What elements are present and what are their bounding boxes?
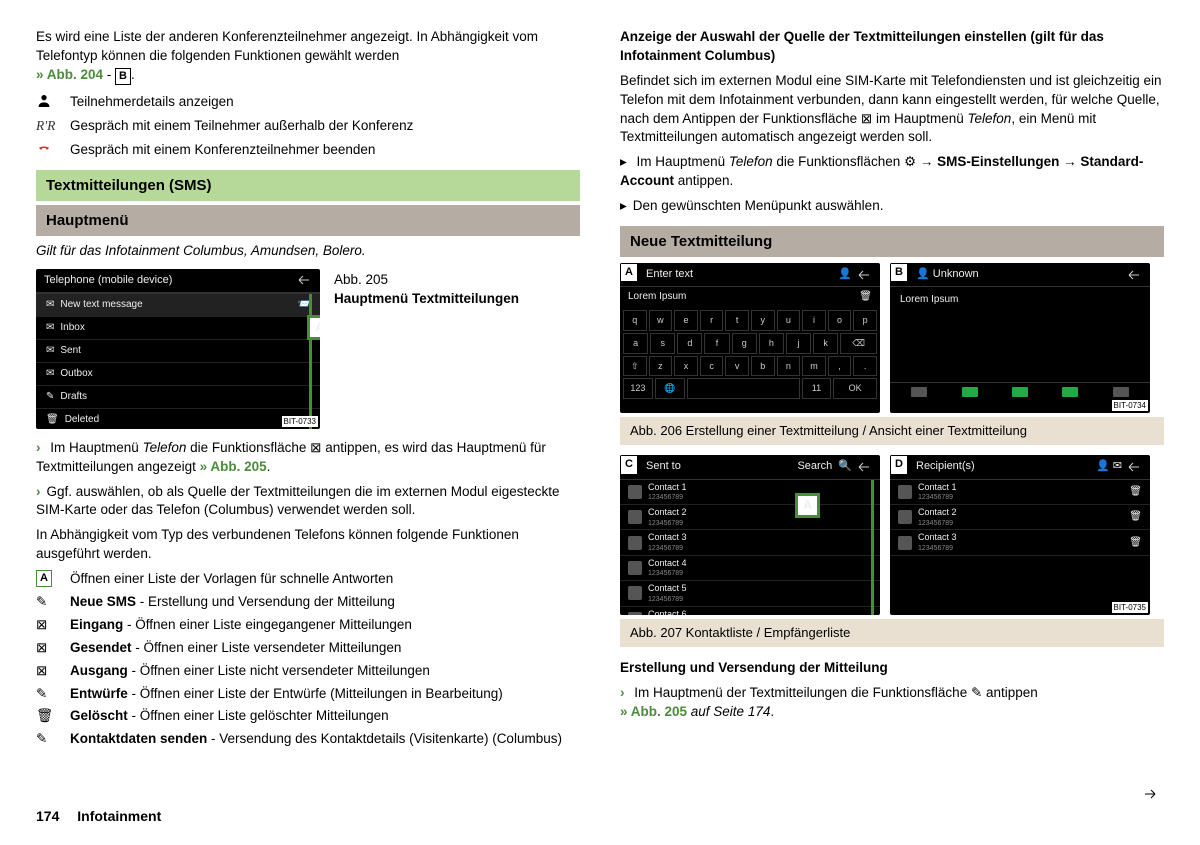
section-new-msg: Neue Textmitteilung <box>620 226 1164 257</box>
keyboard: qwertyuiop asdfghjk⌫ ⇧zxcvbnm,. 123🌐 11O… <box>620 307 880 401</box>
page-footer: 174 Infotainment <box>36 807 161 827</box>
outbox-icon: ⊠ <box>36 662 70 681</box>
step-1: Im Hauptmenü Telefon die Funktionsfläche… <box>36 439 580 477</box>
right-column: Anzeige der Auswahl der Quelle der Textm… <box>620 28 1164 825</box>
person-icon <box>36 93 70 112</box>
callout-A: A <box>307 315 320 340</box>
edit-icon: ✎ <box>36 593 70 612</box>
step-2: Ggf. auswählen, ob als Quelle der Textmi… <box>36 483 580 521</box>
fig206-A: A Enter text 👤 Lorem Ipsum🗑 qwertyuiop a… <box>620 263 880 413</box>
inbox-icon: ⊠ <box>36 616 70 635</box>
section-sms: Textmitteilungen (SMS) <box>36 170 580 201</box>
vcard-icon: ✎ <box>36 730 70 749</box>
fig205-screenshot: Telephone (mobile device) ✉New text mess… <box>36 269 320 429</box>
tail-step: Im Hauptmenü der Textmitteilungen die Fu… <box>620 684 1164 722</box>
ref-abb204: » Abb. 204 <box>36 67 103 82</box>
applies-to: Gilt für das Infotainment Columbus, Amun… <box>36 242 580 261</box>
continue-arrow-icon <box>1144 786 1158 805</box>
tail-heading: Erstellung und Versendung der Mitteilung <box>620 659 1164 678</box>
callout-A-207: A <box>795 493 820 518</box>
depends-on: In Abhängigkeit vom Typ des verbundenen … <box>36 526 580 564</box>
right-b2: Den gewünschten Menüpunkt auswählen. <box>620 197 1164 216</box>
preview-row <box>890 382 1150 401</box>
left-column: Es wird eine Liste der anderen Konferenz… <box>36 28 580 825</box>
section-hauptmenu: Hauptmenü <box>36 205 580 236</box>
right-h1: Anzeige der Auswahl der Quelle der Textm… <box>620 28 1164 66</box>
trash-icon: 🗑 <box>36 707 70 726</box>
footer-section: Infotainment <box>77 808 161 824</box>
fig206-caption: Abb. 206 Erstellung einer Textmitteilung… <box>620 417 1164 445</box>
intro-text: Es wird eine Liste der anderen Konferenz… <box>36 28 580 85</box>
fig207-caption: Abb. 207 Kontaktliste / Empfängerliste <box>620 619 1164 647</box>
right-p1: Befindet sich im externen Modul eine SIM… <box>620 72 1164 148</box>
figure-207-row: C Sent to Search 🔍 Contact 1123456789 Co… <box>620 455 1164 615</box>
split-icon: R'R <box>36 117 70 136</box>
drafts-icon: ✎ <box>36 685 70 704</box>
figure-205-row: Telephone (mobile device) ✉New text mess… <box>36 269 580 429</box>
conference-functions: Teilnehmerdetails anzeigen R'R Gespräch … <box>36 93 580 160</box>
fig205-caption: Abb. 205 Hauptmenü Textmitteilungen <box>334 269 580 429</box>
figure-206-row: A Enter text 👤 Lorem Ipsum🗑 qwertyuiop a… <box>620 263 1164 413</box>
fig207-C: C Sent to Search 🔍 Contact 1123456789 Co… <box>620 455 880 615</box>
fig207-D: D Recipient(s) 👤 ✉ Contact 1123456789🗑 C… <box>890 455 1150 615</box>
hangup-icon <box>36 141 70 160</box>
function-list: AÖffnen einer Liste der Vorlagen für sch… <box>36 570 580 749</box>
page-number: 174 <box>36 808 59 824</box>
sent-icon: ⊠ <box>36 639 70 658</box>
bit-tag: BIT-0733 <box>282 416 318 427</box>
back-arrow-icon <box>298 275 312 285</box>
right-b1: Im Hauptmenü Telefon die Funktionsfläche… <box>620 153 1164 191</box>
fig206-B: B 👤 Unknown Lorem Ipsum BIT-0734 <box>890 263 1150 413</box>
